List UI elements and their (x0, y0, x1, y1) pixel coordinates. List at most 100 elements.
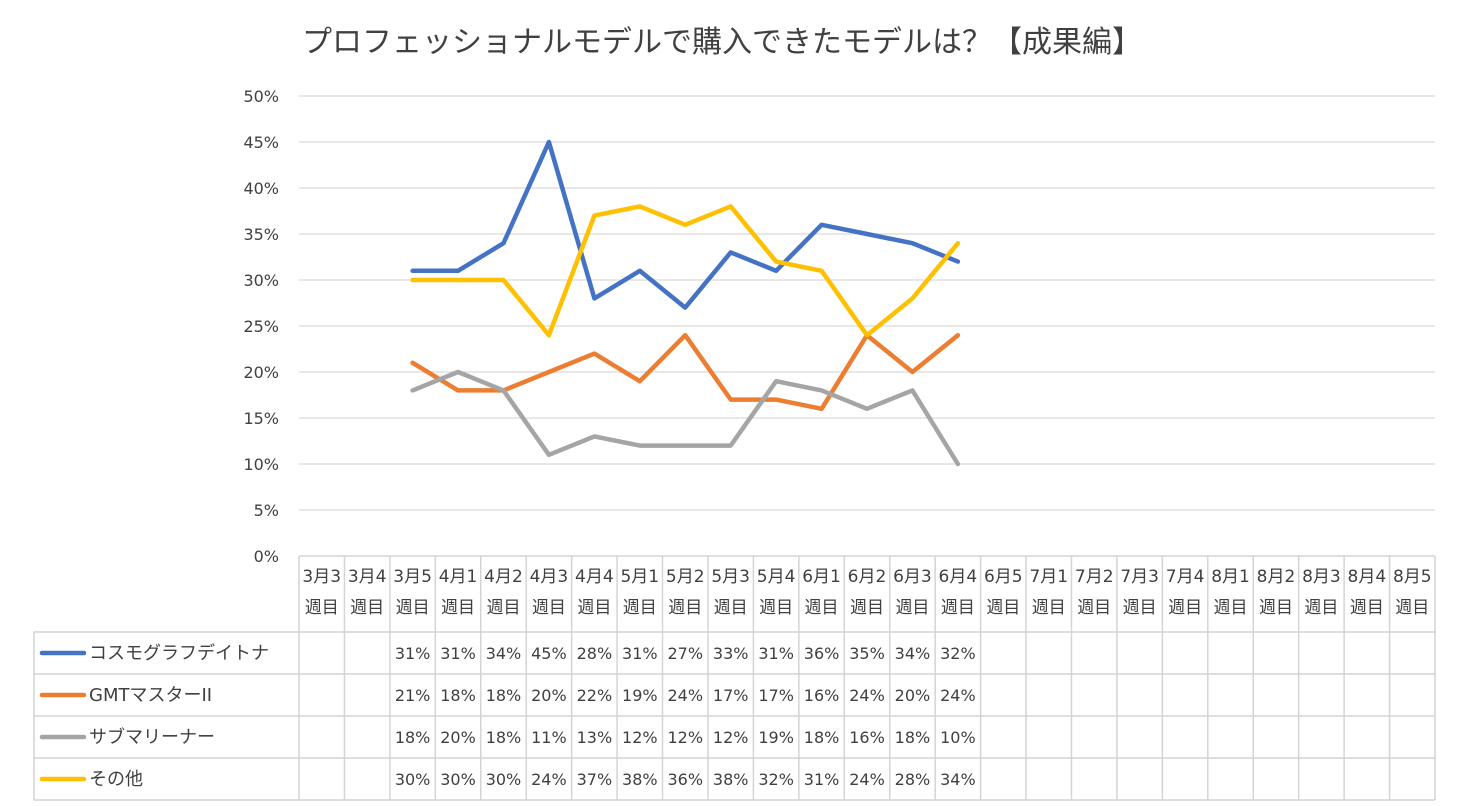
data-table-value: 18% (486, 728, 522, 747)
data-table-value: 30% (486, 770, 522, 789)
x-tick-label-suffix: 週目 (1395, 598, 1429, 618)
data-table-value: 34% (486, 644, 522, 663)
data-table-value: 18% (804, 728, 840, 747)
series-lines (410, 139, 961, 467)
y-tick-label: 45% (243, 133, 279, 152)
data-table-value: 19% (758, 728, 794, 747)
data-table-value: 20% (895, 686, 931, 705)
y-tick-label: 5% (254, 501, 279, 520)
data-table-value: 34% (895, 644, 931, 663)
data-table-value: 35% (849, 644, 885, 663)
data-table-value: 17% (713, 686, 749, 705)
data-table: 3月3 週目 3月4 週目 3月5 週目 4月1 週目 4月2 週目 4月3 週目 4月4 週目 5月1 週目… (33, 555, 1436, 801)
data-table-value: 12% (622, 728, 658, 747)
x-tick-label: 7月4 (1166, 567, 1205, 587)
x-tick-label: 7月2 (1075, 567, 1114, 587)
data-table-value: 24% (667, 686, 703, 705)
data-table-value: 28% (895, 770, 931, 789)
data-table-value: 28% (577, 644, 613, 663)
x-tick-label: 4月1 (439, 567, 478, 587)
x-tick-label-suffix: 週目 (1032, 598, 1066, 618)
data-table-value: 24% (940, 686, 976, 705)
x-tick-label-suffix: 週目 (805, 598, 839, 618)
x-tick-label: 4月4 (575, 567, 614, 587)
data-table-value: 31% (804, 770, 840, 789)
x-tick-label-suffix: 週目 (441, 598, 475, 618)
x-tick-label: 7月1 (1029, 567, 1068, 587)
y-tick-label: 50% (243, 87, 279, 106)
x-tick-label-suffix: 週目 (1214, 598, 1248, 618)
series-line (410, 204, 961, 338)
x-tick-label-suffix: 週目 (1259, 598, 1293, 618)
data-table-value: 36% (667, 770, 703, 789)
x-tick-label: 8月4 (1348, 567, 1387, 587)
x-tick-label: 4月3 (530, 567, 569, 587)
data-table-value: 38% (622, 770, 658, 789)
data-table-value: 31% (395, 644, 431, 663)
y-tick-label: 10% (243, 455, 279, 474)
x-tick-label-suffix: 週目 (1077, 598, 1111, 618)
x-tick-label: 8月1 (1211, 567, 1250, 587)
data-table-value: 34% (940, 770, 976, 789)
x-tick-label: 3月4 (348, 567, 387, 587)
data-table-value: 22% (577, 686, 613, 705)
x-tick-label-suffix: 週目 (1168, 598, 1202, 618)
x-tick-label-suffix: 週目 (350, 598, 384, 618)
data-table-value: 24% (849, 770, 885, 789)
data-table-value: 30% (395, 770, 431, 789)
y-axis-tick-labels: 0% 5% 10% 15% 20% 25% 30% 35% 40% 45% 50% (243, 87, 279, 566)
x-tick-label-suffix: 週目 (396, 598, 430, 618)
data-table-value: 24% (849, 686, 885, 705)
data-table-value: 38% (713, 770, 749, 789)
x-tick-label-suffix: 週目 (577, 598, 611, 618)
y-tick-label: 20% (243, 363, 279, 382)
data-table-value: 45% (531, 644, 567, 663)
data-table-value: 18% (486, 686, 522, 705)
x-tick-label: 5月1 (620, 567, 659, 587)
x-tick-label: 8月5 (1393, 567, 1432, 587)
data-table-value: 18% (895, 728, 931, 747)
y-tick-label: 30% (243, 271, 279, 290)
data-table-value: 32% (758, 770, 794, 789)
x-tick-label: 3月5 (393, 567, 432, 587)
x-tick-label: 5月3 (711, 567, 750, 587)
chart-title: プロフェッショナルモデルで購入できたモデルは？【成果編】 (302, 25, 1142, 60)
y-tick-label: 15% (243, 409, 279, 428)
x-tick-label: 6月5 (984, 567, 1023, 587)
y-tick-label: 25% (243, 317, 279, 336)
x-tick-label-suffix: 週目 (1304, 598, 1338, 618)
x-tick-label: 6月4 (939, 567, 978, 587)
data-table-value: 21% (395, 686, 431, 705)
data-table-value: 19% (622, 686, 658, 705)
data-table-value: 20% (531, 686, 567, 705)
x-tick-label: 8月2 (1257, 567, 1296, 587)
data-table-value: 32% (940, 644, 976, 663)
x-tick-label-suffix: 週目 (305, 598, 339, 618)
data-table-value: 12% (667, 728, 703, 747)
gridlines (299, 95, 1435, 511)
x-tick-label-suffix: 週目 (623, 598, 657, 618)
x-tick-label: 5月4 (757, 567, 796, 587)
x-tick-label: 7月3 (1120, 567, 1159, 587)
x-tick-label-suffix: 週目 (532, 598, 566, 618)
series-line (410, 139, 961, 310)
data-table-value: 24% (531, 770, 567, 789)
x-tick-label-suffix: 週目 (759, 598, 793, 618)
series-line (410, 369, 961, 467)
legend-label: コスモグラフデイトナ (89, 643, 269, 664)
legend-label: その他 (89, 769, 143, 790)
data-table-value: 12% (713, 728, 749, 747)
data-table-value: 30% (440, 770, 476, 789)
data-table-value: 18% (440, 686, 476, 705)
x-tick-label: 6月1 (802, 567, 841, 587)
data-table-value: 31% (622, 644, 658, 663)
legend-label: サブマリーナー (89, 726, 215, 748)
x-tick-label-suffix: 週目 (1123, 598, 1157, 618)
x-tick-label: 3月3 (302, 567, 341, 587)
legend-label: GMTマスターII (89, 685, 212, 706)
y-tick-label: 35% (243, 225, 279, 244)
x-tick-label-suffix: 週目 (714, 598, 748, 618)
data-table-value: 33% (713, 644, 749, 663)
data-table-value: 36% (804, 644, 840, 663)
